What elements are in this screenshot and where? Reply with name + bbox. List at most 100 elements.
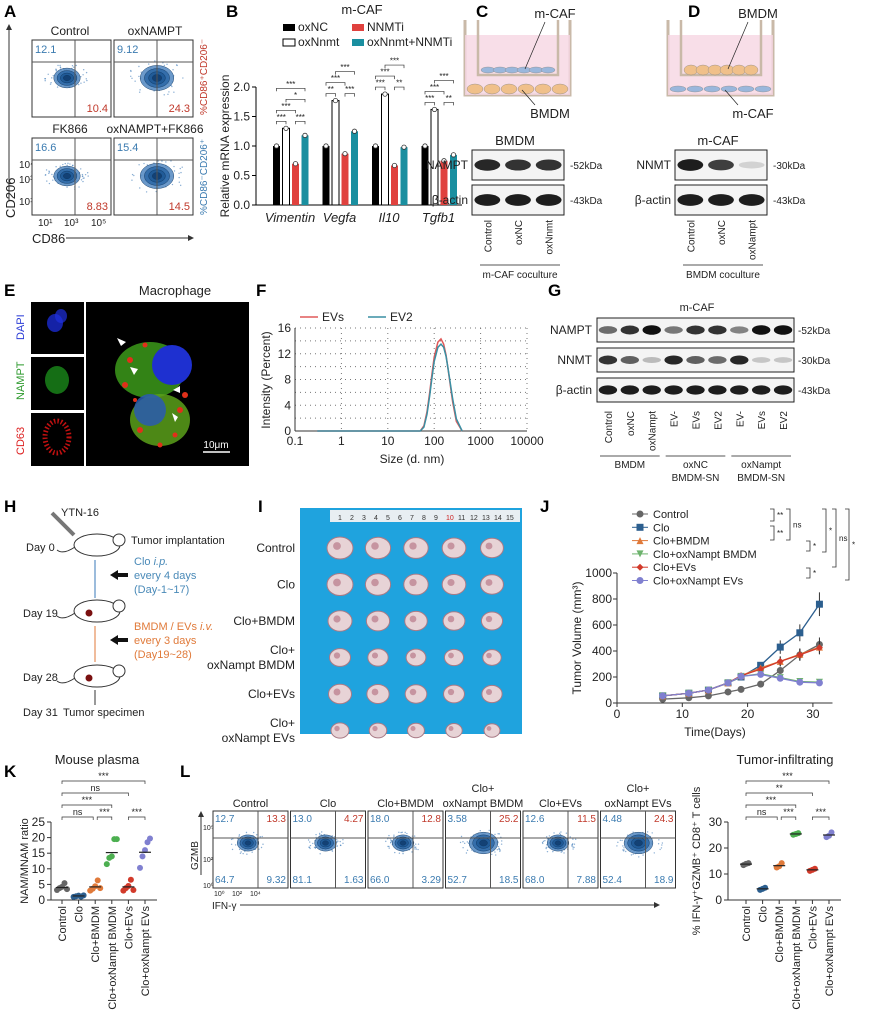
tumor-vessel [448,653,454,659]
flow-title: FK866 [52,122,88,136]
flow-event [240,853,241,854]
blot-band [664,355,682,364]
blot-band [752,385,770,394]
group-label: BMDM-SN [737,473,785,484]
flow-event [139,91,140,92]
data-point [777,675,784,682]
category-label: Clo+BMDM [90,906,102,963]
quadrant-value-ur: 4.27 [344,814,364,825]
flow-event [78,186,79,187]
significance-bracket [786,509,790,540]
flow-event [166,64,167,65]
blot-row-label: NNMT [636,158,671,172]
tumor-specimen [329,684,352,704]
flow-title: oxNAMPT [128,24,183,38]
flow-event [48,171,49,172]
flow-event [572,844,573,845]
category-label: Clo+BMDM [774,906,786,963]
flow-contour [245,841,251,846]
ruler-tick: 15 [506,515,514,522]
data-point [757,671,764,678]
cell-icon [541,67,555,73]
channel-label-dapi: DAPI [15,314,27,340]
treatment-route: i.p. [154,556,169,568]
flow-event [57,65,58,66]
day-label: Day 31 [23,707,58,719]
flow-contour [63,173,70,179]
flow-event [547,851,548,852]
significance-bracket [806,541,810,551]
significance-bracket [62,781,145,784]
flow-title: Clo [320,798,337,810]
y-tick-label: 600 [592,618,612,632]
blot-band [474,159,500,170]
quadrant-value-lr: 8.83 [87,201,108,213]
data-point [777,667,784,674]
blot-band [621,356,639,364]
legend-marker [637,524,644,531]
panel-h: YTN-16 Day 0 Tumor implantation Day 19 D… [23,507,225,719]
y-tick-label: 1.0 [233,139,250,153]
flow-event [647,831,648,832]
blot-band [643,357,661,363]
panel-label-k: K [4,762,17,781]
data-point [392,163,396,167]
tumor-vessel [372,616,379,623]
ruler-tick: 6 [398,515,402,522]
data-point [293,162,297,166]
flow-event [621,840,622,841]
significance-label: *** [281,102,290,111]
blot-band [536,194,562,206]
tumor-vessel [372,652,378,658]
flow-event [342,839,343,840]
y-tick-label: 2.0 [233,80,250,94]
flow-event [253,832,254,833]
arrow-head-icon [188,235,194,241]
flow-event [261,847,262,848]
nucleus [134,394,166,426]
flow-event [174,170,175,171]
flow-event [55,166,56,167]
y-tick: 10⁵ [203,825,214,832]
treatment-name: Clo [134,556,154,568]
flow-event [623,847,624,848]
data-point [796,679,803,686]
flow-event [491,854,492,855]
significance-bracket [62,793,128,796]
row-label: Clo [277,578,295,592]
flow-event [231,844,232,845]
x-tick: 10⁰ [214,890,225,898]
panel-label-f: F [256,281,266,300]
quadrant-value-ur: 24.3 [654,814,674,825]
flow-event [83,69,84,70]
tumor-specimen [484,724,500,737]
blot-band [686,326,704,335]
flow-event [315,834,316,835]
tumor-specimen [482,685,502,702]
molecular-weight: -43kDa [773,196,806,207]
data-point [659,692,666,699]
treatment-label: Clo i.p. [134,556,168,568]
quadrant-value-ll: 64.7 [215,875,235,886]
quadrant-value-ll: 66.0 [370,875,390,886]
blot-band [599,385,617,394]
data-point [128,877,134,883]
y-tick-label: 0 [715,893,722,907]
quadrant-value-ur: 13.3 [267,814,287,825]
y-tick-label: 5 [38,877,45,891]
flow-event [85,174,86,175]
top-cell-label: BMDM [738,6,778,21]
significance-bracket [806,568,810,578]
molecular-weight: -52kDa [570,161,603,172]
flow-event [178,177,179,178]
flow-event [46,180,47,181]
step-label: Tumor implantation [131,535,225,547]
flow-event [309,847,310,848]
row-label: oxNampt EVs [222,731,295,745]
flow-event [173,166,174,167]
flow-event [340,841,341,842]
data-point [451,153,455,157]
panel-label-h: H [4,497,16,516]
significance-bracket [746,793,812,796]
ruler-tick: 3 [362,515,366,522]
